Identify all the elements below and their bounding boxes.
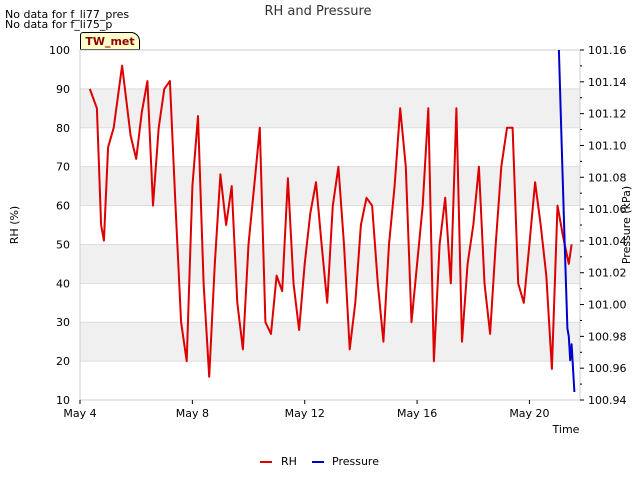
y-left-tick-label: 60 xyxy=(56,200,70,213)
y-right-tick-label: 101.00 xyxy=(588,299,627,312)
legend-rh-label: RH xyxy=(281,455,297,468)
y-left-tick-label: 50 xyxy=(56,238,70,251)
y-right-tick-label: 100.96 xyxy=(588,362,627,375)
y-left-tick-label: 100 xyxy=(49,44,70,57)
y-left-tick-label: 30 xyxy=(56,316,70,329)
y-left-tick-label: 40 xyxy=(56,277,70,290)
x-tick-label: May 12 xyxy=(285,407,325,420)
y-left-tick-label: 20 xyxy=(56,355,70,368)
y-right-tick-label: 101.06 xyxy=(588,203,627,216)
y-left-tick-label: 10 xyxy=(56,394,70,407)
y-right-tick-label: 101.04 xyxy=(588,235,627,248)
x-tick-label: May 8 xyxy=(176,407,209,420)
grid-band xyxy=(80,88,580,128)
y-right-tick-label: 101.16 xyxy=(588,44,627,57)
series-pressure-line xyxy=(557,49,576,393)
y-right-tick-label: 101.14 xyxy=(588,76,627,89)
x-axis-label: Time xyxy=(552,423,580,436)
plot-background xyxy=(80,49,580,401)
y-right-tick-label: 101.08 xyxy=(588,171,627,184)
no-data-notice-2: No data for f_li75_p xyxy=(5,18,113,31)
chart-title: RH and Pressure xyxy=(264,4,371,19)
grid-band xyxy=(80,322,580,362)
y-right-tick-label: 101.02 xyxy=(588,267,627,280)
y-left-tick-label: 90 xyxy=(56,83,70,96)
legend: RH Pressure xyxy=(260,455,379,468)
y-axis-right-label: Pressure (kPa) xyxy=(620,186,633,264)
series-rh-line xyxy=(88,64,573,378)
x-tick-label: May 20 xyxy=(509,407,549,420)
y-right-tick-label: 101.10 xyxy=(588,139,627,152)
grid-band xyxy=(80,166,580,206)
x-tick-label: May 4 xyxy=(63,407,96,420)
station-tag: TW_met xyxy=(80,32,140,50)
y-right-tick-label: 101.12 xyxy=(588,108,627,121)
y-left-tick-label: 70 xyxy=(56,161,70,174)
y-axis-left-label: RH (%) xyxy=(8,206,21,244)
legend-pressure-label: Pressure xyxy=(332,455,379,468)
y-left-tick-label: 80 xyxy=(56,122,70,135)
x-tick-label: May 16 xyxy=(397,407,437,420)
no-data-notice-1: No data for f_li77_pres xyxy=(5,8,130,21)
y-right-tick-label: 100.98 xyxy=(588,330,627,343)
y-right-tick-label: 100.94 xyxy=(588,394,627,407)
